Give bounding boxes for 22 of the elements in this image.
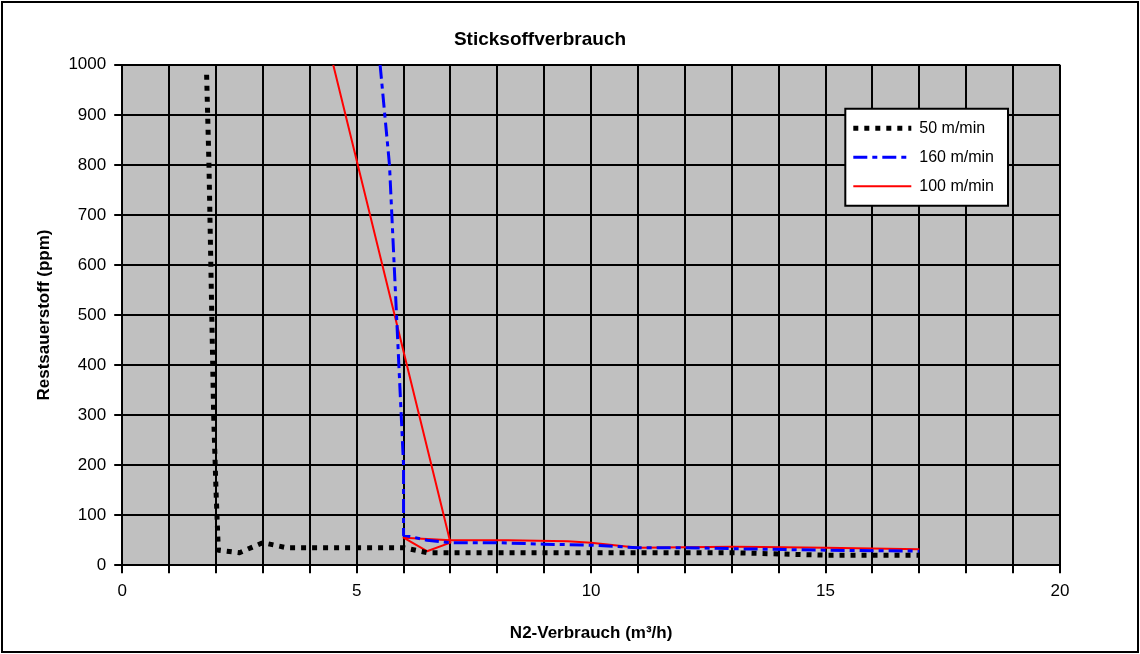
y-tick-label: 700: [77, 204, 107, 224]
y-tick-label: 1000: [68, 54, 107, 74]
chart-title: Sticksoffverbrauch: [453, 27, 627, 49]
y-tick-label: 600: [77, 254, 107, 274]
y-tick-label: 400: [77, 354, 107, 374]
y-axis-title: Restsauerstoff (ppm): [33, 229, 53, 401]
y-tick-label: 800: [77, 154, 107, 174]
y-tick-label: 0: [96, 554, 107, 574]
x-axis-title: N2-Verbrauch (m³/h): [509, 623, 673, 643]
x-tick-label: 5: [351, 581, 362, 601]
legend-label: 100 m/min: [919, 176, 995, 194]
y-tick-label: 300: [77, 404, 107, 424]
y-tick-label: 900: [77, 104, 107, 124]
legend-label: 50 m/min: [919, 118, 986, 136]
y-tick-label: 100: [77, 504, 107, 524]
y-tick-label: 500: [77, 304, 107, 324]
x-tick-label: 20: [1050, 581, 1070, 601]
x-tick-label: 0: [117, 581, 127, 601]
x-tick-label: 10: [581, 581, 601, 601]
y-tick-label: 200: [77, 454, 107, 474]
x-tick-label: 15: [816, 581, 836, 601]
legend-label: 160 m/min: [919, 147, 995, 165]
